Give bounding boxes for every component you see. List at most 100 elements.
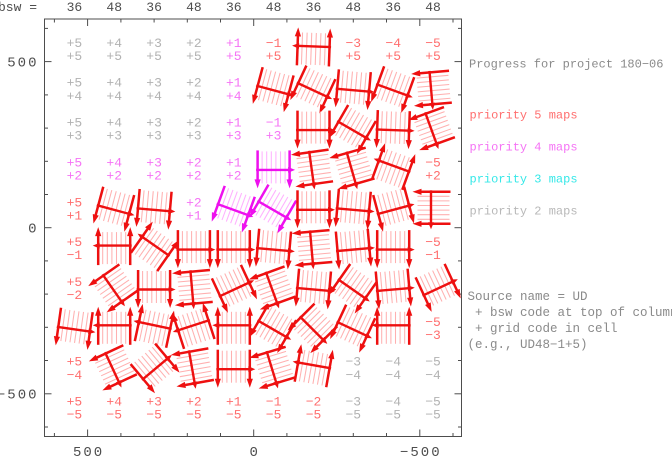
- svg-text:−1: −1: [266, 36, 282, 51]
- svg-text:−5: −5: [425, 155, 441, 170]
- svg-text:+1: +1: [226, 155, 242, 170]
- svg-text:+4: +4: [67, 89, 83, 104]
- svg-text:−3: −3: [345, 36, 361, 51]
- svg-text:−5: −5: [67, 408, 83, 423]
- svg-text:priority 2 maps: priority 2 maps: [470, 205, 578, 219]
- svg-text:+5: +5: [67, 235, 83, 250]
- svg-text:+3: +3: [146, 129, 162, 144]
- svg-text:+4: +4: [106, 76, 122, 91]
- svg-text:+1: +1: [186, 208, 202, 223]
- svg-text:+5: +5: [67, 155, 83, 170]
- svg-text:+5: +5: [266, 49, 282, 64]
- svg-text:−5: −5: [306, 408, 322, 423]
- svg-text:+5: +5: [146, 49, 162, 64]
- svg-text:−5: −5: [425, 36, 441, 51]
- svg-text:−4: −4: [67, 368, 83, 383]
- svg-text:+5: +5: [425, 49, 441, 64]
- svg-text:−4: −4: [385, 395, 401, 410]
- svg-text:−5: −5: [425, 315, 441, 330]
- svg-text:36: 36: [306, 0, 322, 15]
- svg-text:+3: +3: [226, 129, 242, 144]
- svg-text:+3: +3: [186, 129, 202, 144]
- svg-text:+2: +2: [186, 395, 202, 410]
- svg-text:priority 5 maps: priority 5 maps: [470, 109, 578, 123]
- svg-text:36: 36: [146, 0, 162, 15]
- svg-text:+4: +4: [146, 89, 162, 104]
- svg-text:−1: −1: [425, 248, 441, 263]
- svg-text:0: 0: [249, 445, 259, 457]
- svg-text:−1: −1: [67, 248, 83, 263]
- svg-text:−4: −4: [385, 368, 401, 383]
- svg-text:+5: +5: [67, 49, 83, 64]
- svg-text:48: 48: [106, 0, 122, 15]
- svg-text:+3: +3: [67, 129, 83, 144]
- svg-text:+5: +5: [345, 49, 361, 64]
- svg-text:+2: +2: [67, 169, 83, 184]
- svg-text:+ bsw code at top of column: + bsw code at top of column: [475, 306, 672, 320]
- svg-text:−5: −5: [106, 408, 122, 423]
- svg-text:+2: +2: [186, 76, 202, 91]
- svg-text:−5: −5: [425, 395, 441, 410]
- svg-text:36: 36: [67, 0, 83, 15]
- svg-text:+3: +3: [106, 129, 122, 144]
- svg-text:−1: −1: [266, 116, 282, 131]
- svg-text:48: 48: [266, 0, 282, 15]
- svg-text:−5: −5: [425, 408, 441, 423]
- svg-text:+5: +5: [67, 395, 83, 410]
- svg-text:+3: +3: [146, 36, 162, 51]
- svg-text:−5: −5: [345, 408, 361, 423]
- svg-text:+2: +2: [186, 195, 202, 210]
- svg-text:+2: +2: [186, 36, 202, 51]
- svg-text:−4: −4: [385, 36, 401, 51]
- svg-text:−3: −3: [345, 355, 361, 370]
- svg-text:+1: +1: [226, 116, 242, 131]
- svg-text:+5: +5: [67, 355, 83, 370]
- svg-text:+2: +2: [186, 116, 202, 131]
- svg-text:+1: +1: [226, 395, 242, 410]
- svg-text:+2: +2: [186, 155, 202, 170]
- svg-text:−5: −5: [425, 235, 441, 250]
- svg-text:−3: −3: [425, 328, 441, 343]
- svg-text:+5: +5: [226, 49, 242, 64]
- svg-text:−1: −1: [266, 395, 282, 410]
- svg-text:+5: +5: [385, 49, 401, 64]
- svg-text:Progress for project 180−06: Progress for project 180−06: [469, 57, 663, 71]
- svg-text:−5: −5: [425, 355, 441, 370]
- svg-text:−2: −2: [67, 288, 83, 303]
- svg-text:−5: −5: [226, 408, 242, 423]
- svg-text:+ grid code in cell: + grid code in cell: [475, 322, 618, 336]
- svg-text:+3: +3: [146, 76, 162, 91]
- svg-text:+5: +5: [106, 49, 122, 64]
- svg-text:−500: −500: [0, 388, 39, 404]
- svg-text:+1: +1: [226, 76, 242, 91]
- svg-text:48: 48: [425, 0, 441, 15]
- svg-text:−4: −4: [385, 355, 401, 370]
- svg-text:+2: +2: [425, 169, 441, 184]
- svg-text:−2: −2: [306, 395, 322, 410]
- svg-text:500: 500: [7, 55, 38, 71]
- svg-text:48: 48: [186, 0, 202, 15]
- svg-text:+2: +2: [146, 169, 162, 184]
- svg-text:+4: +4: [106, 155, 122, 170]
- svg-text:36: 36: [385, 0, 401, 15]
- svg-text:+5: +5: [67, 195, 83, 210]
- svg-text:+5: +5: [67, 76, 83, 91]
- svg-text:bsw =: bsw =: [0, 0, 37, 15]
- svg-text:−4: −4: [425, 368, 441, 383]
- svg-text:+3: +3: [146, 155, 162, 170]
- svg-text:Source name = UD: Source name = UD: [468, 290, 588, 304]
- svg-text:+4: +4: [106, 89, 122, 104]
- svg-text:−5: −5: [266, 408, 282, 423]
- svg-text:+1: +1: [226, 36, 242, 51]
- svg-text:+5: +5: [67, 275, 83, 290]
- svg-text:priority 3 maps: priority 3 maps: [470, 173, 578, 187]
- svg-text:+2: +2: [106, 169, 122, 184]
- svg-text:+3: +3: [146, 116, 162, 131]
- svg-text:0: 0: [28, 222, 38, 238]
- svg-text:+3: +3: [266, 129, 282, 144]
- svg-text:+4: +4: [106, 116, 122, 131]
- svg-text:+5: +5: [186, 49, 202, 64]
- svg-text:+2: +2: [186, 169, 202, 184]
- svg-text:+3: +3: [146, 395, 162, 410]
- svg-text:+4: +4: [106, 36, 122, 51]
